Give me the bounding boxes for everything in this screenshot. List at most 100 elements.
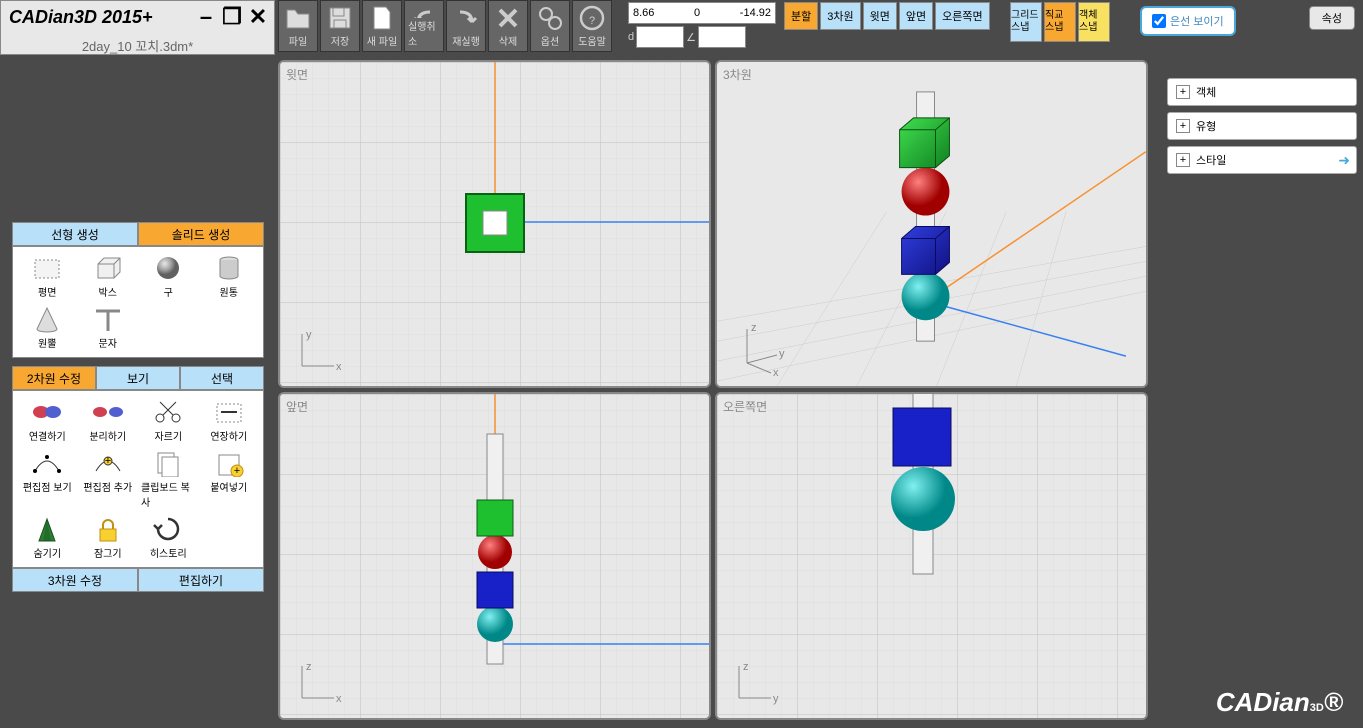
tool-paste[interactable]: +붙여넣기 bbox=[199, 446, 260, 512]
delete-icon bbox=[494, 4, 522, 32]
viewports-container: 윗면 y x bbox=[278, 60, 1148, 720]
tool-cone[interactable]: 원뿔 bbox=[17, 302, 78, 353]
file-button[interactable]: 파일 bbox=[278, 0, 318, 52]
viewport-3d[interactable]: 3차원 z y x bbox=[715, 60, 1148, 388]
help-button[interactable]: ?도움말 bbox=[572, 0, 612, 52]
undo-button[interactable]: 실행취소 bbox=[404, 0, 444, 52]
viewport-front[interactable]: 앞면 z x bbox=[278, 392, 711, 720]
view-front-button[interactable]: 앞면 bbox=[899, 2, 933, 30]
snap-buttons: 그리드 스냅직교 스냅객체 스냅 bbox=[1010, 2, 1110, 42]
redo-icon bbox=[452, 4, 480, 32]
view-split-button[interactable]: 분할 bbox=[784, 2, 818, 30]
save-button[interactable]: 저장 bbox=[320, 0, 360, 52]
filename: 2day_10 꼬치.3dm* bbox=[1, 34, 274, 55]
svg-text:z: z bbox=[751, 322, 757, 334]
svg-text:x: x bbox=[773, 367, 779, 376]
viewport-top[interactable]: 윗면 y x bbox=[278, 60, 711, 388]
right-properties-panel: +객체 +유형 +스타일➜ bbox=[1167, 78, 1357, 180]
viewport-label: 앞면 bbox=[286, 398, 308, 415]
d-label: d bbox=[628, 31, 634, 43]
tool-clipboard[interactable]: 클립보드 복사 bbox=[138, 446, 199, 512]
tool-extend[interactable]: 연장하기 bbox=[199, 395, 260, 446]
axes-icon: z y bbox=[729, 658, 779, 708]
hide-icon bbox=[29, 515, 65, 543]
brand-logo: CADian3D® bbox=[1216, 687, 1343, 718]
tab-view[interactable]: 보기 bbox=[96, 366, 180, 390]
svg-text:x: x bbox=[336, 361, 342, 373]
tab-edit[interactable]: 편집하기 bbox=[138, 568, 264, 592]
a-input[interactable] bbox=[698, 26, 746, 48]
lock-icon bbox=[90, 515, 126, 543]
svg-text:y: y bbox=[773, 693, 779, 705]
ortho-snap-button[interactable]: 직교 스냅 bbox=[1044, 2, 1076, 42]
expand-icon: + bbox=[1176, 119, 1190, 133]
svg-text:?: ? bbox=[589, 15, 595, 27]
tab-2d-edit[interactable]: 2차원 수정 bbox=[12, 366, 96, 390]
tool-add-pts[interactable]: +편집점 추가 bbox=[78, 446, 139, 512]
options-button[interactable]: 옵션 bbox=[530, 0, 570, 52]
obj-snap-button[interactable]: 객체 스냅 bbox=[1078, 2, 1110, 42]
tool-join[interactable]: 연결하기 bbox=[17, 395, 78, 446]
help-icon: ? bbox=[578, 4, 606, 32]
a-label: ∠ bbox=[686, 31, 696, 44]
tool-show-pts[interactable]: 편집점 보기 bbox=[17, 446, 78, 512]
grid-snap-button[interactable]: 그리드 스냅 bbox=[1010, 2, 1042, 42]
extend-icon bbox=[211, 398, 247, 426]
show-pts-icon bbox=[29, 449, 65, 477]
cone-icon bbox=[29, 305, 65, 333]
hidden-line-toggle[interactable]: 은선 보이기 bbox=[1140, 6, 1236, 36]
tab-solid-create[interactable]: 솔리드 생성 bbox=[138, 222, 264, 246]
tab-3d-edit[interactable]: 3차원 수정 bbox=[12, 568, 138, 592]
expand-icon: + bbox=[1176, 153, 1190, 167]
axes-icon: z x bbox=[292, 658, 342, 708]
tool-text[interactable]: 문자 bbox=[78, 302, 139, 353]
separate-icon bbox=[90, 398, 126, 426]
d-input[interactable] bbox=[636, 26, 684, 48]
coords-display: 8.660-14.92 bbox=[628, 2, 776, 24]
svg-text:y: y bbox=[306, 329, 312, 341]
cut-icon bbox=[150, 398, 186, 426]
tool-sphere[interactable]: 구 bbox=[138, 251, 199, 302]
panel-type[interactable]: +유형 bbox=[1167, 112, 1357, 140]
newfile-button[interactable]: 새 파일 bbox=[362, 0, 402, 52]
tool-box[interactable]: 박스 bbox=[78, 251, 139, 302]
sphere-icon bbox=[150, 254, 186, 282]
tool-plane[interactable]: 평면 bbox=[17, 251, 78, 302]
panel-object[interactable]: +객체 bbox=[1167, 78, 1357, 106]
titlebar: CADian3D 2015+ 2day_10 꼬치.3dm* – ❐ ✕ bbox=[0, 0, 275, 55]
arrow-icon: ➜ bbox=[1338, 152, 1350, 169]
tool-separate[interactable]: 분리하기 bbox=[78, 395, 139, 446]
svg-text:+: + bbox=[234, 465, 240, 477]
cylinder-icon bbox=[211, 254, 247, 282]
undo-icon bbox=[410, 4, 438, 18]
view-3d-button[interactable]: 3차원 bbox=[820, 2, 860, 30]
tool-lock[interactable]: 잠그기 bbox=[78, 512, 139, 563]
viewport-label: 윗면 bbox=[286, 66, 308, 83]
hidden-line-checkbox[interactable] bbox=[1152, 14, 1166, 28]
panel-style[interactable]: +스타일➜ bbox=[1167, 146, 1357, 174]
svg-text:+: + bbox=[105, 455, 111, 467]
svg-text:z: z bbox=[306, 661, 312, 673]
view-top-button[interactable]: 윗면 bbox=[863, 2, 897, 30]
viewport-right[interactable]: 오른쪽면 z y bbox=[715, 392, 1148, 720]
tool-cut[interactable]: 자르기 bbox=[138, 395, 199, 446]
add-pts-icon: + bbox=[90, 449, 126, 477]
delete-button[interactable]: 삭제 bbox=[488, 0, 528, 52]
view-buttons: 분할3차원윗면앞면오른쪽면 bbox=[784, 2, 990, 30]
axes-icon: z y x bbox=[729, 321, 789, 376]
svg-text:z: z bbox=[743, 661, 749, 673]
view-right-button[interactable]: 오른쪽면 bbox=[935, 2, 989, 30]
tab-line-create[interactable]: 선형 생성 bbox=[12, 222, 138, 246]
maximize-button[interactable]: ❐ bbox=[221, 4, 243, 30]
redo-button[interactable]: 재실행 bbox=[446, 0, 486, 52]
coordinates-panel: 8.660-14.92 d ∠ bbox=[628, 2, 776, 48]
attributes-button[interactable]: 속성 bbox=[1309, 6, 1355, 30]
close-button[interactable]: ✕ bbox=[247, 4, 269, 30]
text-icon bbox=[90, 305, 126, 333]
tab-select[interactable]: 선택 bbox=[180, 366, 264, 390]
minimize-button[interactable]: – bbox=[195, 4, 217, 30]
tool-cylinder[interactable]: 원통 bbox=[199, 251, 260, 302]
svg-text:x: x bbox=[336, 693, 342, 705]
tool-hide[interactable]: 숨기기 bbox=[17, 512, 78, 563]
tool-history[interactable]: 히스토리 bbox=[138, 512, 199, 563]
